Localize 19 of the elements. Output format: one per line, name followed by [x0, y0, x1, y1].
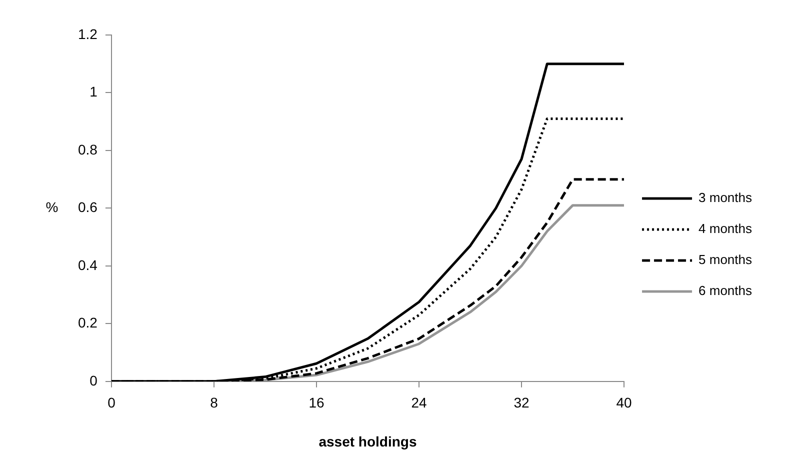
legend-label: 6 months — [698, 283, 752, 298]
y-tick-label: 1.2 — [78, 26, 98, 42]
x-tick-label: 40 — [616, 394, 632, 411]
x-tick-label: 24 — [411, 394, 427, 411]
y-tick-label: 0.2 — [78, 314, 98, 331]
y-tick-label: 0.4 — [78, 256, 98, 273]
y-tick-label: 1 — [90, 84, 98, 100]
x-axis-title: asset holdings — [318, 433, 417, 450]
x-tick-label: 8 — [210, 394, 218, 411]
x-tick-label: 16 — [308, 394, 324, 411]
legend-label: 5 months — [698, 252, 752, 268]
y-tick-label: 0 — [90, 372, 98, 388]
y-tick-label: 0.6 — [78, 199, 98, 216]
y-axis-title: % — [46, 199, 58, 216]
x-tick-label: 0 — [108, 394, 116, 411]
x-tick-label: 32 — [514, 394, 530, 411]
legend-label: 4 months — [698, 221, 752, 236]
y-tick-label: 0.8 — [78, 141, 98, 158]
legend-label: 3 months — [698, 190, 752, 206]
